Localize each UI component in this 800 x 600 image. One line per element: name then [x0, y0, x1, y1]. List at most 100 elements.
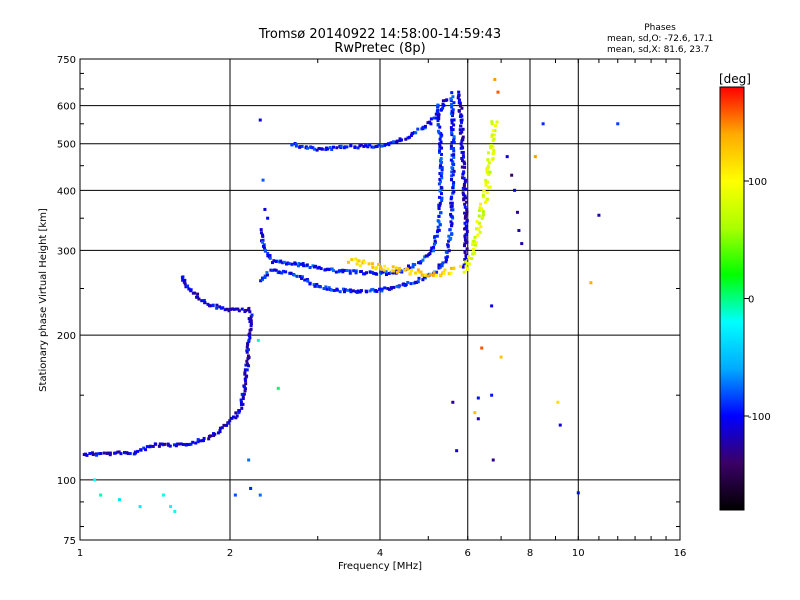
data-point: [387, 143, 391, 147]
data-point: [452, 140, 456, 144]
data-point: [440, 168, 444, 172]
data-point: [406, 267, 410, 271]
data-point: [274, 260, 278, 264]
data-point: [270, 268, 274, 272]
chart-subtitle: RwPretec (8p): [334, 41, 426, 56]
data-point: [452, 190, 456, 194]
data-point: [463, 205, 467, 209]
data-point: [183, 278, 187, 282]
data-point: [343, 288, 347, 292]
data-point: [449, 212, 453, 216]
data-point: [296, 264, 300, 268]
data-point: [351, 289, 355, 293]
data-point: [250, 313, 254, 317]
data-point: [417, 276, 421, 280]
data-point: [434, 273, 438, 277]
data-point: [461, 191, 465, 195]
data-point: [196, 292, 200, 296]
data-point: [459, 142, 463, 146]
data-point: [280, 271, 284, 275]
data-point: [597, 213, 601, 217]
data-point: [234, 411, 238, 415]
data-point: [409, 271, 413, 275]
data-point: [409, 282, 413, 286]
data-point: [273, 268, 277, 272]
data-point: [379, 267, 383, 271]
data-point: [91, 453, 95, 457]
data-point: [434, 241, 438, 245]
data-point: [335, 288, 339, 292]
data-point: [419, 260, 423, 264]
data-point: [397, 269, 401, 273]
data-point: [452, 135, 456, 139]
data-point: [462, 184, 466, 188]
data-point: [157, 444, 161, 448]
data-point: [202, 436, 206, 440]
data-point: [461, 135, 465, 139]
data-point: [318, 285, 322, 289]
data-point: [218, 430, 222, 434]
data-point: [447, 272, 451, 276]
data-point: [417, 270, 421, 274]
colorbar-tick-label: 100: [748, 177, 767, 188]
data-point: [389, 286, 393, 290]
data-point: [361, 261, 365, 265]
data-point: [452, 180, 456, 184]
data-point: [372, 271, 376, 275]
data-point: [449, 205, 453, 209]
data-point: [303, 278, 307, 282]
data-point: [449, 220, 453, 224]
data-point: [196, 440, 200, 444]
data-point: [484, 183, 488, 187]
data-point: [389, 141, 393, 145]
data-point: [439, 152, 443, 156]
data-point: [415, 280, 419, 284]
data-point: [237, 411, 241, 415]
data-point: [375, 289, 379, 293]
data-point: [449, 97, 453, 101]
data-point: [440, 146, 444, 150]
data-point: [181, 278, 185, 282]
data-point: [249, 327, 253, 331]
data-point: [218, 426, 222, 430]
data-point: [452, 267, 456, 271]
data-point: [225, 423, 229, 427]
data-point: [416, 268, 420, 272]
data-point: [463, 234, 467, 238]
data-point: [184, 285, 188, 289]
data-point: [234, 416, 238, 420]
data-point: [332, 145, 336, 149]
data-point: [349, 144, 353, 148]
data-point: [300, 144, 304, 148]
data-point: [437, 263, 441, 267]
data-point: [187, 287, 191, 291]
data-point: [558, 423, 562, 427]
data-point: [465, 212, 469, 216]
data-point: [298, 274, 302, 278]
data-point: [438, 159, 442, 163]
data-point: [369, 270, 373, 274]
data-point: [317, 146, 321, 150]
data-point: [476, 233, 480, 237]
data-point: [289, 271, 293, 275]
data-point: [473, 411, 477, 415]
data-point: [493, 77, 497, 81]
data-point: [245, 349, 249, 353]
data-point: [326, 147, 330, 151]
data-point: [231, 307, 235, 311]
data-point: [241, 394, 245, 398]
data-point: [437, 131, 441, 135]
data-point: [239, 398, 243, 402]
data-point: [245, 368, 249, 372]
data-point: [389, 271, 393, 275]
data-point: [341, 270, 345, 274]
data-point: [189, 442, 193, 446]
data-point: [438, 223, 442, 227]
data-point: [362, 144, 366, 148]
data-point: [200, 299, 204, 303]
data-point: [475, 227, 479, 231]
data-point: [268, 256, 272, 260]
phases-heading: Phases: [644, 23, 676, 33]
data-point: [282, 260, 286, 264]
data-point: [328, 146, 332, 150]
